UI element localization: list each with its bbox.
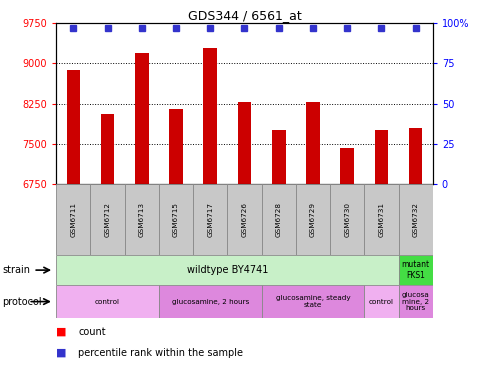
Bar [398,184,432,255]
Text: control: control [368,299,393,305]
Text: GSM6715: GSM6715 [173,202,179,237]
Text: GSM6713: GSM6713 [139,202,144,237]
Text: GSM6711: GSM6711 [70,202,76,237]
Title: GDS344 / 6561_at: GDS344 / 6561_at [187,9,301,22]
Bar [159,285,261,318]
Bar [271,130,285,184]
Bar [398,285,432,318]
Bar [159,184,193,255]
Bar [193,184,227,255]
Bar [66,70,80,184]
Bar [261,285,364,318]
Bar [364,184,398,255]
Text: GSM6728: GSM6728 [275,202,281,237]
Bar [261,184,295,255]
Text: GSM6729: GSM6729 [309,202,315,237]
Bar [305,102,319,184]
Text: wildtype BY4741: wildtype BY4741 [186,265,267,275]
Text: count: count [78,327,105,337]
Text: glucosamine, 2 hours: glucosamine, 2 hours [171,299,248,305]
Text: percentile rank within the sample: percentile rank within the sample [78,348,243,358]
Text: ■: ■ [56,348,66,358]
Bar [364,285,398,318]
Text: GSM6732: GSM6732 [412,202,418,237]
Text: glucosamine, steady
state: glucosamine, steady state [275,295,349,308]
Bar [90,184,124,255]
Text: GSM6731: GSM6731 [378,202,384,237]
Bar [227,184,261,255]
Bar [329,184,364,255]
Bar [135,53,148,184]
Text: ■: ■ [56,327,66,337]
Bar [203,48,217,184]
Bar [237,102,251,184]
Bar [408,128,422,184]
Text: protocol: protocol [2,296,42,307]
Bar [398,255,432,285]
Bar [295,184,329,255]
Bar [124,184,159,255]
Text: glucosa
mine, 2
hours: glucosa mine, 2 hours [401,292,428,311]
Text: GSM6712: GSM6712 [104,202,110,237]
Bar [101,114,114,184]
Bar [169,109,183,184]
Bar [340,148,353,184]
Text: strain: strain [2,265,30,275]
Bar [56,285,159,318]
Text: GSM6726: GSM6726 [241,202,247,237]
Text: GSM6717: GSM6717 [207,202,213,237]
Bar [374,130,387,184]
Text: GSM6730: GSM6730 [344,202,349,237]
Bar [56,184,90,255]
Text: mutant
FKS1: mutant FKS1 [401,260,429,280]
Text: control: control [95,299,120,305]
